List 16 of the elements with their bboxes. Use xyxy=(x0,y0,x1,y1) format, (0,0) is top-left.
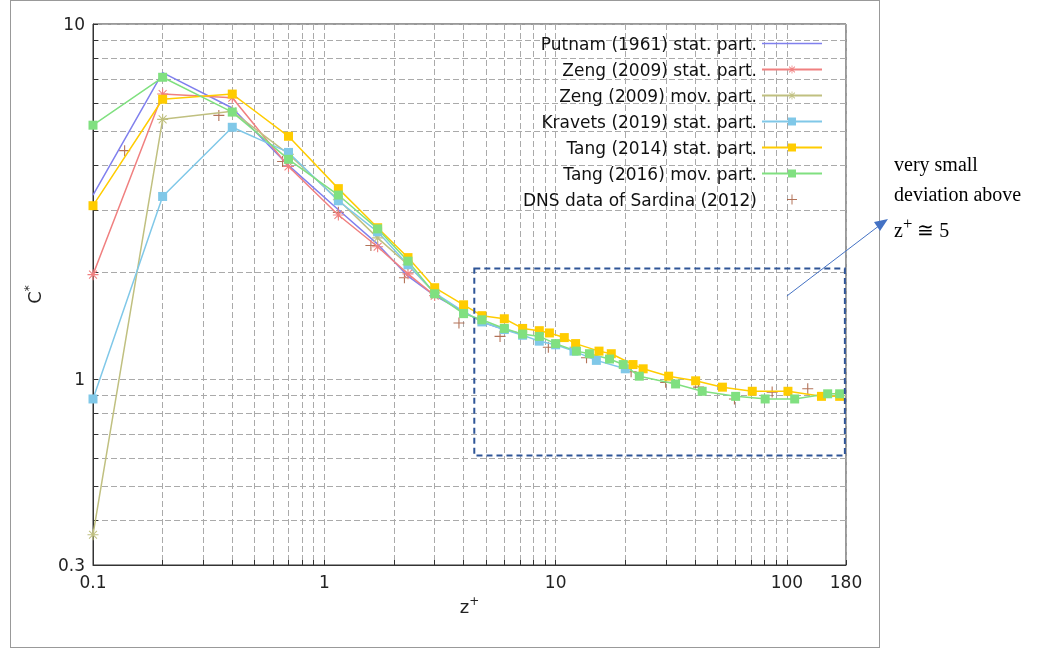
x-tick-label: 100 xyxy=(770,571,804,592)
x-axis-title: z+ xyxy=(459,594,480,617)
legend-label: Tang (2014) stat. part. xyxy=(565,137,757,158)
legend-label: Putnam (1961) stat. part. xyxy=(540,33,757,54)
legend-label: Zeng (2009) mov. part. xyxy=(559,85,757,106)
x-tick-label: 10 xyxy=(544,571,567,592)
legend-label: DNS data of Sardina (2012) xyxy=(522,189,757,210)
x-tick-label: 180 xyxy=(829,571,863,592)
x-tick-label: 1 xyxy=(318,571,330,592)
legend-label: Kravets (2019) stat. part. xyxy=(541,111,757,132)
y-axis-title: C* xyxy=(22,285,45,304)
legend-label: Zeng (2009) stat. part. xyxy=(562,59,757,80)
y-tick-label: 1 xyxy=(74,369,85,390)
text: very small deviation above z$^{+}$ ≅ 5 xyxy=(894,152,1023,243)
legend-label: Tang (2016) mov. part. xyxy=(562,163,757,184)
y-tick-label: 10 xyxy=(63,14,85,34)
